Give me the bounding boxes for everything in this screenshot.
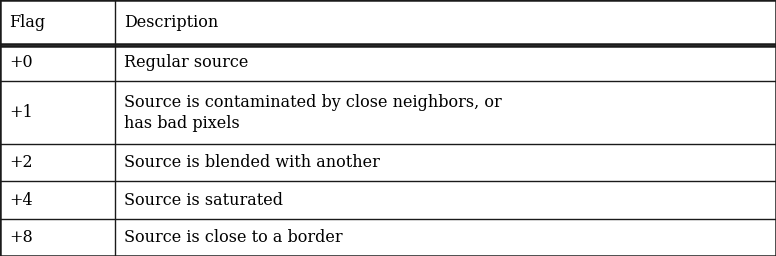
Text: +8: +8	[9, 229, 33, 246]
Bar	[0, 81, 115, 144]
Text: +4: +4	[9, 191, 33, 209]
Bar	[115, 0, 776, 44]
Bar	[115, 44, 776, 81]
Text: Source is close to a border: Source is close to a border	[124, 229, 343, 246]
Text: Source is saturated: Source is saturated	[124, 191, 283, 209]
Bar	[115, 182, 776, 219]
Text: Source is blended with another: Source is blended with another	[124, 154, 380, 171]
Text: Description: Description	[124, 14, 218, 30]
Text: +2: +2	[9, 154, 33, 171]
Text: Flag: Flag	[9, 14, 46, 30]
Text: +1: +1	[9, 104, 33, 121]
Bar	[0, 144, 115, 182]
Bar	[115, 219, 776, 256]
Bar	[0, 0, 115, 44]
Text: +0: +0	[9, 54, 33, 71]
Bar	[115, 81, 776, 144]
Bar	[0, 182, 115, 219]
Bar	[0, 219, 115, 256]
Bar	[115, 144, 776, 182]
Text: Regular source: Regular source	[124, 54, 248, 71]
Bar	[0, 44, 115, 81]
Text: Source is contaminated by close neighbors, or
has bad pixels: Source is contaminated by close neighbor…	[124, 93, 502, 132]
